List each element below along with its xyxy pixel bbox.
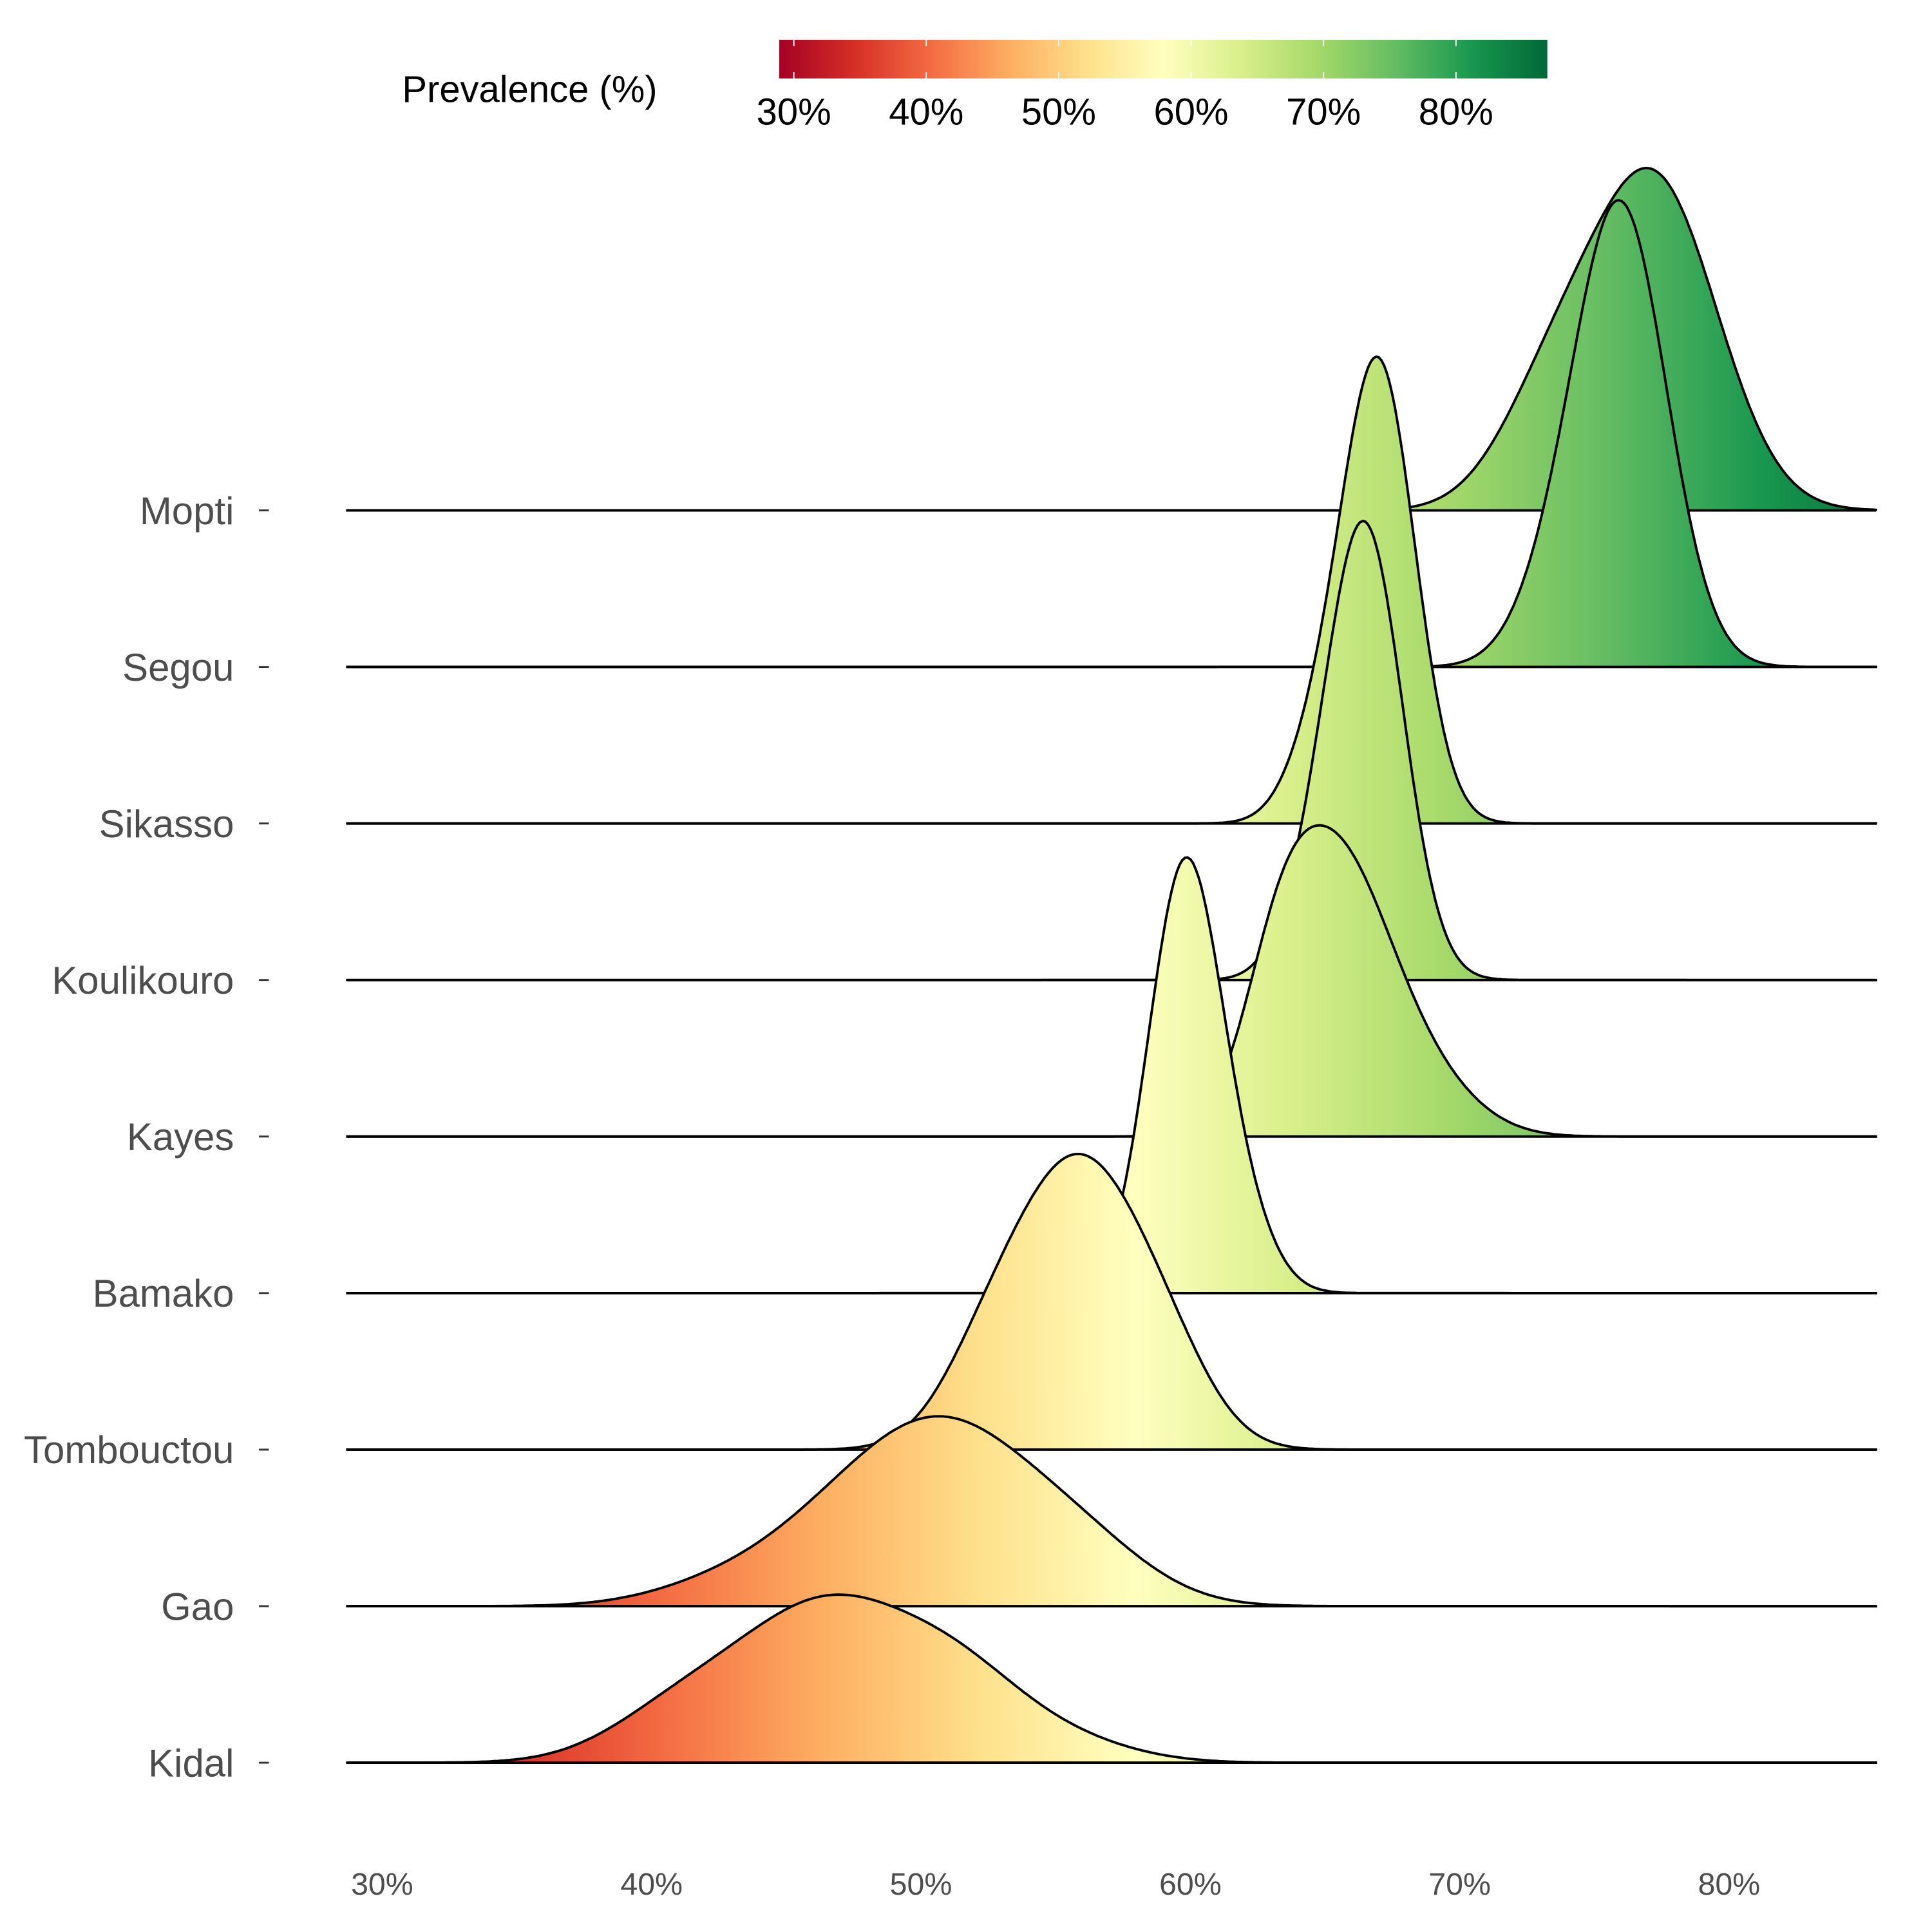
x-tick-label: 80%	[1698, 1867, 1761, 1902]
ridge-kayes	[346, 824, 1877, 1138]
x-tick-label: 50%	[890, 1867, 952, 1902]
ridge-kidal	[346, 1593, 1877, 1765]
y-tick-label: Kidal	[148, 1741, 234, 1785]
ridges	[346, 167, 1878, 1765]
y-tick-label: Mopti	[140, 489, 234, 533]
ridge-fill	[346, 1153, 1877, 1450]
legend-tick-label: 80%	[1419, 91, 1493, 133]
ridge-fill	[346, 1595, 1877, 1763]
ridge-outline	[347, 1593, 1877, 1765]
y-tick-label: Kayes	[127, 1115, 234, 1159]
legend-tick-label: 40%	[889, 91, 963, 133]
legend-title: Prevalence (%)	[402, 70, 657, 111]
legend-colorbar	[779, 39, 1548, 79]
ridge-koulikouro	[346, 519, 1877, 981]
x-tick-label: 30%	[351, 1867, 413, 1902]
y-tick-label: Sikasso	[99, 802, 234, 846]
ridge-gao	[346, 1415, 1877, 1608]
y-tick-label: Gao	[161, 1585, 234, 1628]
x-tick-label: 60%	[1159, 1867, 1222, 1902]
ridge-segou	[346, 198, 1877, 668]
x-axis: 30% 40% 50% 60% 70% 80%	[351, 1867, 1760, 1902]
legend-tick-label: 70%	[1286, 91, 1361, 133]
y-tick-label: Tombouctou	[24, 1428, 234, 1472]
ridge-fill	[346, 167, 1877, 511]
legend-tick-label: 30%	[757, 91, 831, 133]
y-tick-label: Bamako	[93, 1272, 234, 1315]
x-tick-label: 40%	[620, 1867, 683, 1902]
x-tick-label: 70%	[1428, 1867, 1491, 1902]
y-tick-label: Segou	[122, 646, 234, 689]
ridge-sikasso	[346, 355, 1877, 825]
y-tick-label: Koulikouro	[52, 959, 234, 1002]
legend-tick-label: 50%	[1021, 91, 1096, 133]
legend: Prevalence (%) 30% 40% 50% 60% 70% 80%	[402, 39, 1548, 133]
legend-tick-label: 60%	[1154, 91, 1229, 133]
y-axis: Mopti Segou Sikasso Koulikouro Kayes Bamako To…	[24, 489, 269, 1785]
ridge-tombouctou	[346, 1152, 1877, 1451]
ridge-fill	[346, 1416, 1877, 1607]
ridge-fill	[346, 200, 1877, 667]
